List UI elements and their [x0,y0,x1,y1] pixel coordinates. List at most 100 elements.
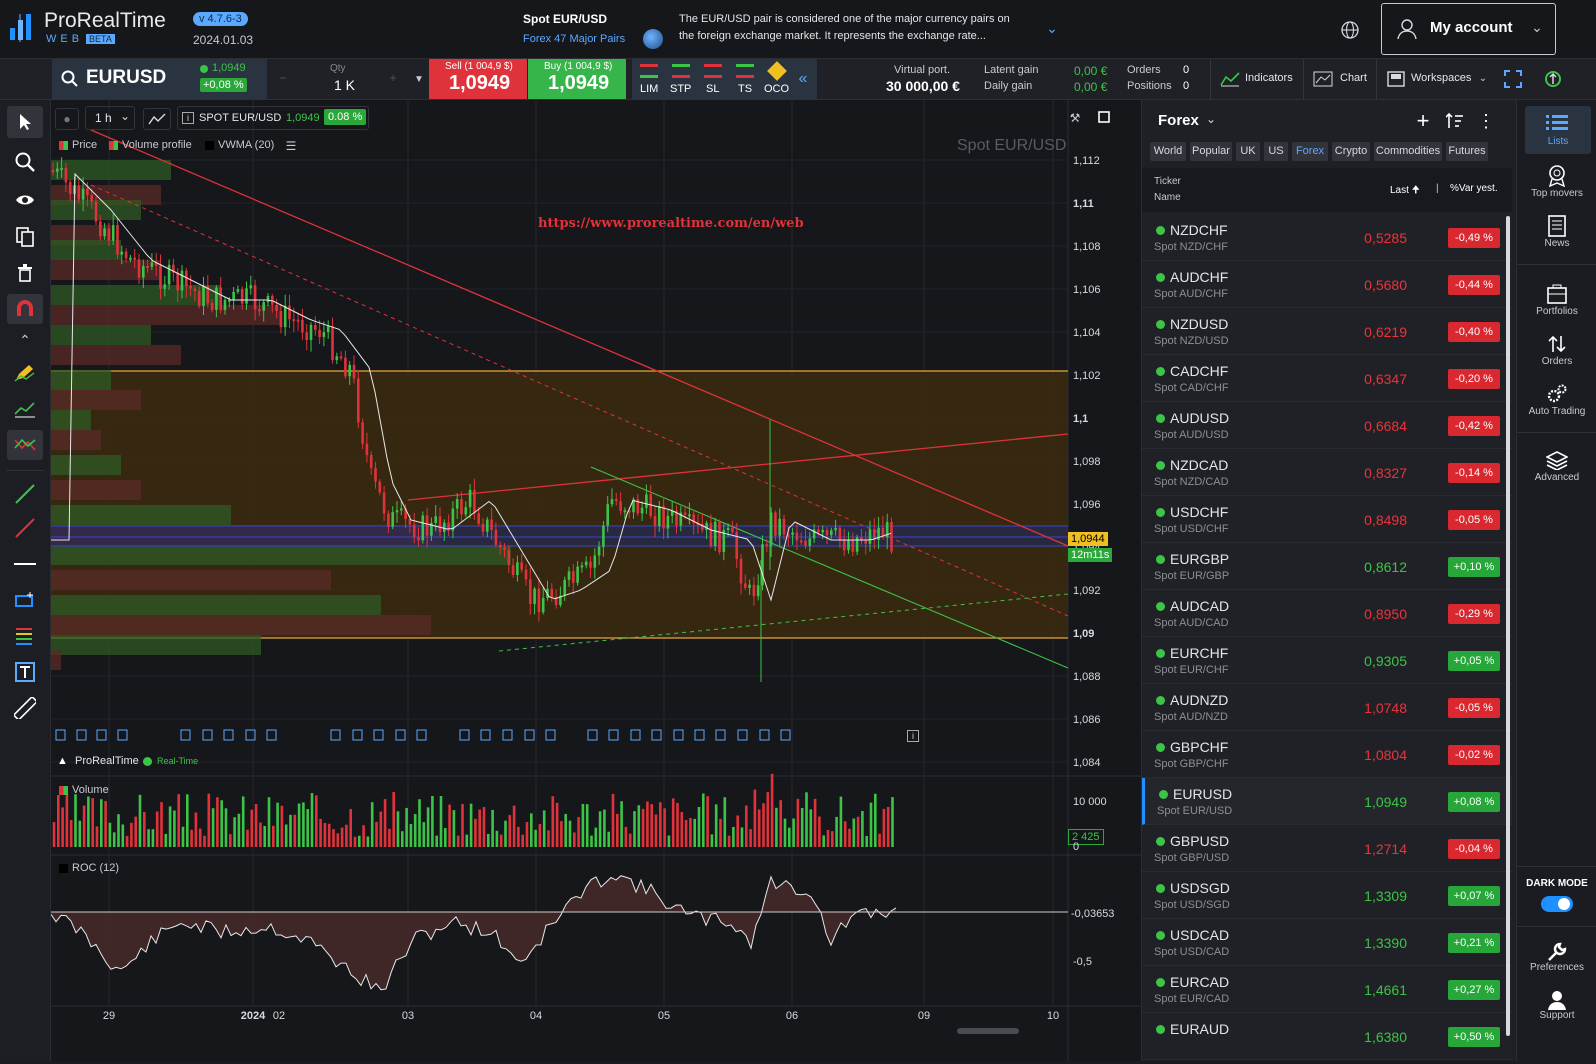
fullscreen-icon[interactable] [1500,67,1526,91]
instrument-badge[interactable]: i SPOT EUR/USD 1,0949 0.08 % [177,106,369,130]
pencil-icon[interactable] [7,358,43,388]
watchlist-row[interactable]: EURUSD Spot EUR/USD 1,0949 +0,08 % [1142,778,1512,825]
tab-futures[interactable]: Futures [1446,142,1488,161]
watchlist-row[interactable]: EURGBP Spot EUR/GBP 0,8612 +0,10 % [1142,543,1512,590]
text-icon[interactable] [7,658,43,686]
workspaces-button[interactable]: Workspaces ⌄ [1376,59,1494,99]
watchlist-row[interactable]: USDCAD Spot USD/CAD 1,3390 +0,21 % [1142,919,1512,966]
sell-button[interactable]: Sell (1 004,9 $) 1,0949 [429,59,527,99]
watchlist-row[interactable]: NZDCAD Spot NZD/CAD 0,8327 -0,14 % [1142,449,1512,496]
preferences-button[interactable]: Preferences [1517,938,1596,984]
sidebar-item-portfolios[interactable]: Portfolios [1517,280,1596,326]
lock-icon[interactable]: ● [55,108,79,130]
pattern-icon[interactable] [7,430,43,460]
tab-world[interactable]: World [1150,142,1186,161]
order-lim-button[interactable]: LIM [634,59,664,99]
watchlist-scrollbar[interactable] [1506,216,1510,1036]
watchlist-row[interactable]: AUDUSD Spot AUD/USD 0,6684 -0,42 % [1142,402,1512,449]
info-icon[interactable]: i [907,730,919,742]
my-account-button[interactable]: My account ⌄ [1381,3,1556,55]
copy-icon[interactable] [7,222,43,252]
instrument-sub[interactable]: Forex 47 Major Pairs [523,33,626,45]
symbol-box[interactable]: EURUSD 1,0949 +0,08 % [52,59,267,99]
sidebar-item-auto-trading[interactable]: Auto Trading [1517,380,1596,426]
chart-area[interactable]: 1,112 1,11 1,108 1,106 1,104 1,102 1,1 1,098 1,0… [51,100,1141,1061]
eye-icon[interactable] [7,186,43,214]
sidebar-item-advanced[interactable]: Advanced [1517,446,1596,492]
tab-popular[interactable]: Popular [1190,142,1232,161]
horizontal-scrollbar[interactable] [957,1028,1019,1034]
sidebar-item-orders[interactable]: Orders [1517,330,1596,376]
tab-forex[interactable]: Forex [1292,142,1328,161]
calendar-event-icon [245,729,256,741]
sidebar-item-top-movers[interactable]: Top movers [1517,162,1596,208]
watchlist-row[interactable]: GBPUSD Spot GBP/USD 1,2714 -0,04 % [1142,825,1512,872]
qty-dropdown-icon[interactable]: ▼ [414,73,424,85]
buy-button[interactable]: Buy (1 004,9 $) 1,0949 [528,59,626,99]
watchlist-title[interactable]: Forex ⌄ [1158,112,1217,129]
watchlist-row[interactable]: NZDUSD Spot NZD/USD 0,6219 -0,40 % [1142,308,1512,355]
horizontal-line-icon[interactable] [7,550,43,578]
collapse-up-icon[interactable]: ⌃ [19,331,31,348]
add-icon[interactable]: + [1416,108,1430,133]
watchlist-row[interactable]: USDCHF Spot USD/CHF 0,8498 -0,05 % [1142,496,1512,543]
watchlist-row[interactable]: CADCHF Spot CAD/CHF 0,6347 -0,20 % [1142,355,1512,402]
dark-mode-toggle[interactable] [1541,896,1573,912]
watchlist-row[interactable]: NZDCHF Spot NZD/CHF 0,5285 -0,49 % [1142,214,1512,261]
tab-crypto[interactable]: Crypto [1332,142,1370,161]
tab-uk[interactable]: UK [1236,142,1260,161]
qty-plus-button[interactable]: + [389,71,397,85]
sync-icon[interactable] [1540,67,1566,91]
tab-commodities[interactable]: Commodities [1374,142,1442,161]
row-last: 1,2714 [1364,841,1407,857]
watchlist-row[interactable]: EURAUD 1,6380 +0,50 % [1142,1013,1512,1060]
globe-icon[interactable] [1338,18,1362,42]
candle-body [56,168,59,172]
watchlist-row[interactable]: AUDCHF Spot AUD/CHF 0,5680 -0,44 % [1142,261,1512,308]
fibonacci-icon[interactable] [7,622,43,650]
volume-bar [749,829,752,847]
sort-icon[interactable] [1444,110,1466,132]
sidebar-item-news[interactable]: News [1517,212,1596,258]
chart-type-icon[interactable] [143,108,171,130]
qty-input[interactable]: 1 K [334,77,356,93]
zoom-icon[interactable] [7,146,43,178]
wrench-icon[interactable]: ⚒ [1069,111,1081,125]
watchlist-row[interactable]: AUDCAD Spot AUD/CAD 0,8950 -0,29 % [1142,590,1512,637]
watchlist-row[interactable]: AUDNZD Spot AUD/NZD 1,0748 -0,05 % [1142,684,1512,731]
trash-icon[interactable] [7,258,43,288]
more-vertical-icon[interactable]: ⋮ [1477,110,1495,131]
chart-button[interactable]: Chart [1303,59,1375,99]
chevron-down-icon[interactable]: ⌄ [1046,19,1058,36]
list-icon[interactable]: ☰ [285,139,297,153]
order-stp-button[interactable]: STP [666,59,696,99]
watchlist-row[interactable]: USDSGD Spot USD/SGD 1,3309 +0,07 % [1142,872,1512,919]
maximize-icon[interactable] [1095,108,1113,126]
sidebar-item-lists[interactable]: Lists [1525,106,1591,154]
order-oco-button[interactable]: OCO [762,59,792,99]
support-button[interactable]: Support [1517,988,1596,1034]
tab-us[interactable]: US [1264,142,1288,161]
magnet-icon[interactable] [7,294,43,324]
order-sl-button[interactable]: SL [698,59,728,99]
pointer-icon[interactable] [7,106,43,138]
sort-last[interactable]: Last 🠉 [1390,185,1420,196]
trendline-green-draw-icon[interactable] [7,480,43,508]
trend-indicator-icon[interactable] [7,394,43,424]
order-ts-button[interactable]: TS [730,59,760,99]
volume-bar [740,827,744,847]
indicators-button[interactable]: Indicators [1210,59,1302,99]
watchlist-row[interactable]: GBPCHF Spot GBP/CHF 1,0804 -0,02 % [1142,731,1512,778]
rectangle-icon[interactable] [7,586,43,614]
watchlist-row[interactable]: EURCHF Spot EUR/CHF 0,9305 +0,05 % [1142,637,1512,684]
watchlist-row[interactable]: EURCAD Spot EUR/CAD 1,4661 +0,27 % [1142,966,1512,1013]
collapse-icon[interactable]: « [798,70,808,87]
chart-url[interactable]: https://www.prorealtime.com/en/web [538,216,804,231]
positions-label: Positions [1127,80,1172,92]
volume-bar [469,803,473,847]
qty-minus-button[interactable]: − [279,71,287,85]
ruler-icon[interactable] [7,694,43,722]
trendline-red-icon[interactable] [7,514,43,542]
timeframe-select[interactable]: 1 h ⌄ [85,106,135,130]
volume-bar [336,833,340,847]
